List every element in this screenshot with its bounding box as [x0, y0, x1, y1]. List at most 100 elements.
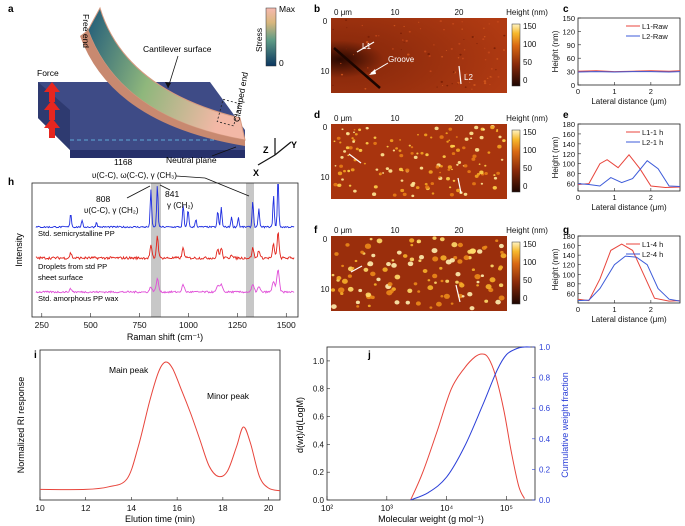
afm-y-tick: 0 [323, 17, 328, 26]
afm-droplet [432, 273, 438, 279]
profile-ytick-label: 160 [562, 130, 575, 139]
afm-droplet [380, 153, 385, 157]
afm-colorbar-tick: 0 [523, 294, 528, 303]
chart-i-xtick-label: 10 [35, 503, 45, 513]
afm-droplet [370, 271, 376, 277]
afm-droplet [493, 176, 498, 180]
afm-droplet [353, 131, 355, 134]
afm-droplet [348, 184, 352, 187]
afm-droplet [439, 135, 444, 139]
raman-ann-1168-txt: υ(C-C), ω(C-C), γ (CH₃) [92, 171, 177, 180]
afm-droplet [409, 238, 415, 243]
afm-droplet [500, 250, 504, 254]
panel-b: b L1 L2 Groove [314, 4, 507, 93]
afm-droplet [367, 70, 369, 72]
raman-label-droplet: Droplets from std PP [38, 262, 107, 271]
chart-j-xlabel: Molecular weight (g mol⁻¹) [378, 514, 484, 524]
afm-droplet [343, 150, 347, 153]
afm-droplet [448, 186, 452, 189]
panel-label-h: h [8, 177, 14, 188]
afm-droplet [482, 38, 485, 41]
afm-b-label-l1: L1 [362, 42, 371, 51]
afm-droplet [340, 62, 342, 65]
afm-droplet [365, 141, 369, 145]
afm-droplet [331, 273, 335, 277]
panel-label-d: d [314, 110, 320, 121]
afm-droplet [400, 49, 402, 51]
chart-i-xtick-label: 12 [81, 503, 91, 513]
afm-droplet [389, 139, 394, 143]
stress-colorbar [265, 7, 277, 67]
afm-droplet [459, 283, 465, 288]
afm-droplet [339, 141, 342, 144]
raman-ann-841-txt: γ (CH₂) [167, 201, 194, 210]
afm-droplet [363, 267, 369, 272]
afm-droplet [371, 253, 376, 258]
afm-droplet [448, 127, 453, 131]
profile-xlabel: Lateral distance (μm) [591, 315, 667, 324]
afm-height-label: Height (nm) [506, 114, 548, 123]
afm-x-tick: 20 [455, 226, 464, 235]
panel-c: c [563, 4, 569, 15]
afm-droplet [495, 299, 501, 305]
afm-droplet [386, 262, 391, 267]
afm-droplet [331, 304, 337, 309]
profile-ytick-label: 180 [562, 232, 575, 241]
profile-ytick-label: 140 [562, 251, 575, 260]
afm-droplet [469, 131, 474, 136]
chart-j-y2tick-label: 0.8 [539, 374, 551, 383]
chart-j-ytick-label: 0.8 [313, 385, 325, 394]
afm-droplet [364, 87, 367, 90]
afm-f-line-l2 [455, 284, 461, 303]
afm-droplet [382, 172, 385, 174]
afm-droplet [338, 287, 345, 293]
afm-droplet [484, 164, 487, 167]
afm-droplet [393, 24, 396, 27]
afm-droplet [430, 182, 435, 186]
afm-droplet [345, 146, 350, 150]
afm-droplet [495, 69, 497, 71]
afm-droplet [341, 128, 344, 131]
chart-i-xtick-label: 20 [264, 503, 274, 513]
afm-droplet [492, 185, 497, 190]
raman-xtick-label: 250 [35, 320, 49, 330]
chart-j-ytick-label: 1.0 [313, 357, 325, 366]
afm-droplet [457, 259, 463, 264]
afm-droplet [375, 168, 379, 171]
raman-ann-808-num: 808 [96, 194, 110, 204]
chart-j-y2tick-label: 0.0 [539, 496, 551, 505]
afm-droplet [486, 77, 489, 80]
panel-f: f [314, 225, 507, 311]
afm-droplet [358, 148, 363, 152]
afm-droplet [458, 42, 461, 45]
profile-xtick-label: 0 [576, 87, 580, 96]
raman-label-wax: Std. amorphous PP wax [38, 294, 119, 303]
afm-droplet [500, 158, 504, 161]
chart-j-y2tick-label: 0.2 [539, 465, 551, 474]
afm-droplet [376, 277, 381, 282]
panel-d: d [314, 110, 507, 199]
afm-droplet [333, 140, 336, 143]
afm-droplet [429, 306, 433, 309]
afm-y-tick: 0 [323, 123, 328, 132]
afm-droplet [500, 253, 507, 259]
profile-frame-c [577, 17, 681, 86]
afm-colorbar-tick: 100 [523, 40, 537, 49]
afm-droplet [410, 152, 414, 155]
afm-image-d [331, 124, 507, 199]
afm-droplet [356, 305, 360, 308]
afm-droplet [353, 128, 356, 131]
afm-colorbar-tick: 150 [523, 22, 537, 31]
afm-droplet [367, 67, 369, 69]
afm-droplet [347, 154, 350, 157]
afm-droplet [395, 147, 399, 150]
afm-b-line-l1 [356, 41, 375, 53]
afm-droplet [340, 292, 344, 296]
legend-label-l2: L2-1 h [642, 138, 663, 147]
panel-label-j: j [367, 350, 371, 361]
profile-ytick-label: 100 [562, 270, 575, 279]
profile-ylabel: Height (nm) [551, 136, 560, 178]
afm-x-tick: 0 μm [334, 226, 352, 235]
afm-droplet [330, 288, 336, 292]
